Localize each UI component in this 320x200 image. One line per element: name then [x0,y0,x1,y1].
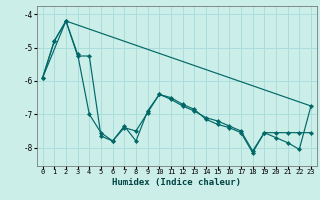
X-axis label: Humidex (Indice chaleur): Humidex (Indice chaleur) [112,178,241,187]
